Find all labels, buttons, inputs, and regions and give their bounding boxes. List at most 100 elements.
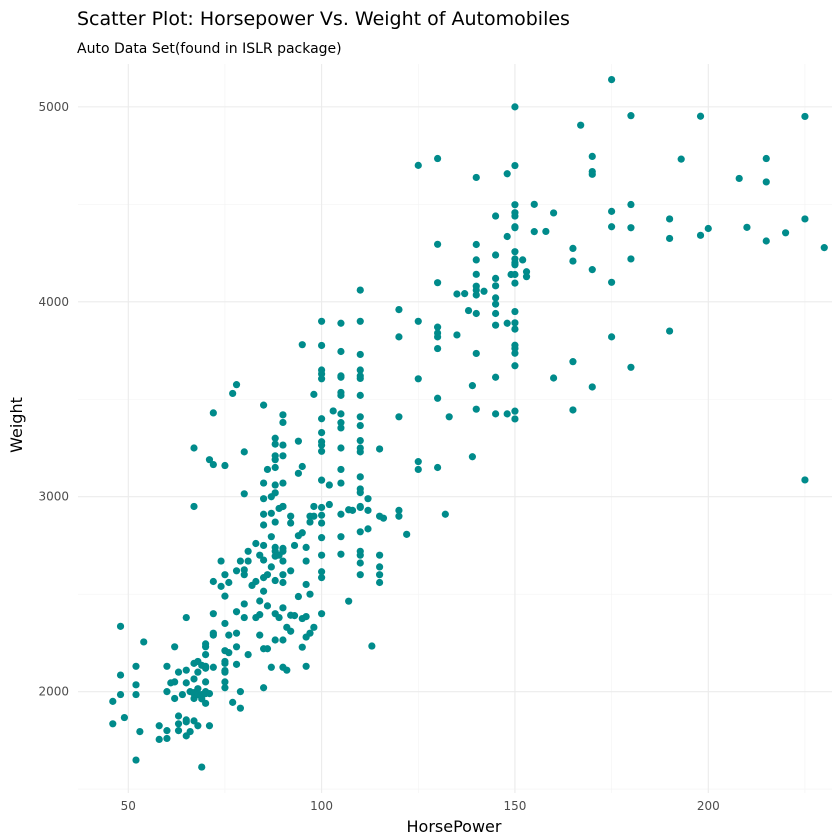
data-point xyxy=(677,155,685,163)
data-point xyxy=(627,112,635,120)
data-point xyxy=(260,479,268,487)
data-point xyxy=(163,734,171,743)
data-point xyxy=(511,319,519,327)
data-point xyxy=(279,418,287,427)
data-point xyxy=(577,121,585,129)
data-point xyxy=(588,266,596,274)
data-point xyxy=(263,465,272,474)
data-point xyxy=(271,576,279,585)
data-point xyxy=(550,209,558,217)
data-point xyxy=(132,756,140,764)
data-point xyxy=(356,317,364,325)
data-point xyxy=(511,212,519,220)
data-point xyxy=(472,256,480,264)
data-point xyxy=(472,291,480,299)
chart-title: Scatter Plot: Horsepower Vs. Weight of A… xyxy=(77,8,570,30)
data-point xyxy=(666,234,674,243)
data-point xyxy=(202,678,210,686)
data-point xyxy=(453,290,461,298)
y-tick-label: 5000 xyxy=(38,100,69,114)
data-point xyxy=(267,563,275,571)
data-point xyxy=(271,463,279,472)
data-point xyxy=(318,568,326,576)
data-point xyxy=(236,704,244,712)
data-point xyxy=(271,434,279,442)
data-point xyxy=(209,631,217,639)
data-point xyxy=(356,374,364,383)
x-tick-label: 100 xyxy=(310,799,333,813)
data-point xyxy=(217,582,225,590)
data-point xyxy=(221,461,229,470)
data-point xyxy=(492,282,500,290)
data-point xyxy=(260,521,268,529)
data-point xyxy=(414,161,422,169)
data-point xyxy=(356,286,364,294)
data-point xyxy=(735,174,743,183)
data-point xyxy=(434,279,442,287)
data-point xyxy=(279,502,287,511)
data-point xyxy=(310,623,318,631)
data-point xyxy=(464,306,473,315)
data-point xyxy=(503,232,511,241)
data-point xyxy=(171,678,179,686)
data-point xyxy=(608,278,616,286)
data-point xyxy=(302,557,310,565)
data-point xyxy=(318,610,326,618)
data-point xyxy=(240,566,248,574)
data-point xyxy=(511,201,519,209)
data-point xyxy=(136,728,144,736)
data-point xyxy=(414,317,422,325)
data-point xyxy=(414,465,422,474)
data-point xyxy=(109,697,117,705)
data-point xyxy=(782,229,790,237)
chart-subtitle: Auto Data Set(found in ISLR package) xyxy=(77,41,342,57)
data-point xyxy=(820,244,828,252)
data-point xyxy=(287,519,295,527)
data-point xyxy=(271,440,279,448)
data-point xyxy=(348,506,357,514)
y-axis-ticks: 2000 3000 4000 5000 xyxy=(38,100,69,699)
data-point xyxy=(318,574,326,582)
data-point xyxy=(414,375,422,383)
data-point xyxy=(318,415,326,423)
data-point xyxy=(190,717,198,725)
data-point xyxy=(256,597,264,605)
data-point xyxy=(229,389,237,398)
data-point xyxy=(762,154,770,163)
data-point xyxy=(287,567,295,575)
data-point xyxy=(202,651,210,659)
x-tick-label: 50 xyxy=(121,799,136,813)
data-point xyxy=(240,448,248,456)
data-point xyxy=(608,75,616,84)
data-point xyxy=(503,170,511,178)
data-point xyxy=(140,638,148,646)
data-point xyxy=(279,578,287,587)
data-point xyxy=(696,231,705,239)
data-point xyxy=(356,421,364,430)
data-point xyxy=(221,592,229,600)
data-point xyxy=(445,413,453,421)
data-point xyxy=(364,495,372,503)
data-point xyxy=(182,613,190,622)
data-point xyxy=(236,557,244,565)
data-point xyxy=(376,571,384,579)
data-point xyxy=(511,325,519,333)
data-point xyxy=(356,528,364,536)
data-point xyxy=(492,410,500,418)
data-point xyxy=(209,460,217,469)
data-point xyxy=(279,452,287,460)
data-point xyxy=(290,541,299,550)
data-point xyxy=(190,444,198,452)
data-point xyxy=(318,519,326,527)
data-point xyxy=(492,274,500,283)
data-point xyxy=(337,465,345,474)
data-point xyxy=(318,476,326,484)
data-point xyxy=(116,690,125,699)
data-point xyxy=(511,307,519,316)
data-point xyxy=(267,663,275,671)
data-point xyxy=(287,627,295,635)
data-point xyxy=(434,323,442,331)
x-axis-title: HorsePower xyxy=(407,817,502,836)
data-point xyxy=(356,444,364,452)
